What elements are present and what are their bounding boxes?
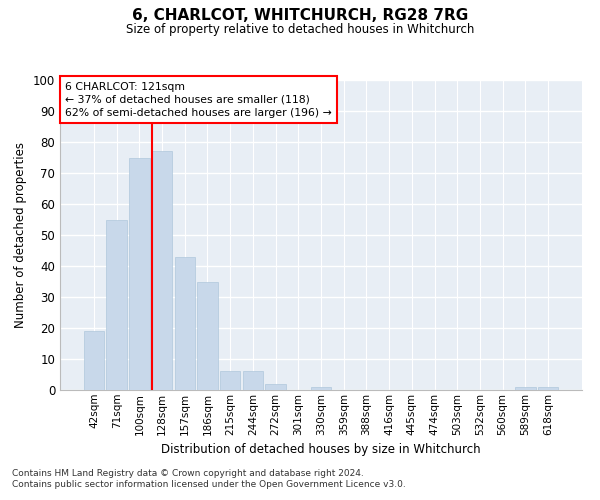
Bar — [197, 282, 218, 390]
Bar — [84, 331, 104, 390]
Text: Size of property relative to detached houses in Whitchurch: Size of property relative to detached ho… — [126, 22, 474, 36]
Bar — [311, 387, 331, 390]
Bar — [242, 372, 263, 390]
Bar — [152, 152, 172, 390]
Bar — [515, 387, 536, 390]
Text: 6, CHARLCOT, WHITCHURCH, RG28 7RG: 6, CHARLCOT, WHITCHURCH, RG28 7RG — [132, 8, 468, 22]
Text: Distribution of detached houses by size in Whitchurch: Distribution of detached houses by size … — [161, 442, 481, 456]
Text: 6 CHARLCOT: 121sqm
← 37% of detached houses are smaller (118)
62% of semi-detach: 6 CHARLCOT: 121sqm ← 37% of detached hou… — [65, 82, 332, 118]
Bar — [106, 220, 127, 390]
Bar — [538, 387, 558, 390]
Bar — [129, 158, 149, 390]
Y-axis label: Number of detached properties: Number of detached properties — [14, 142, 28, 328]
Bar — [265, 384, 286, 390]
Bar — [220, 372, 241, 390]
Text: Contains public sector information licensed under the Open Government Licence v3: Contains public sector information licen… — [12, 480, 406, 489]
Bar — [175, 256, 195, 390]
Text: Contains HM Land Registry data © Crown copyright and database right 2024.: Contains HM Land Registry data © Crown c… — [12, 469, 364, 478]
